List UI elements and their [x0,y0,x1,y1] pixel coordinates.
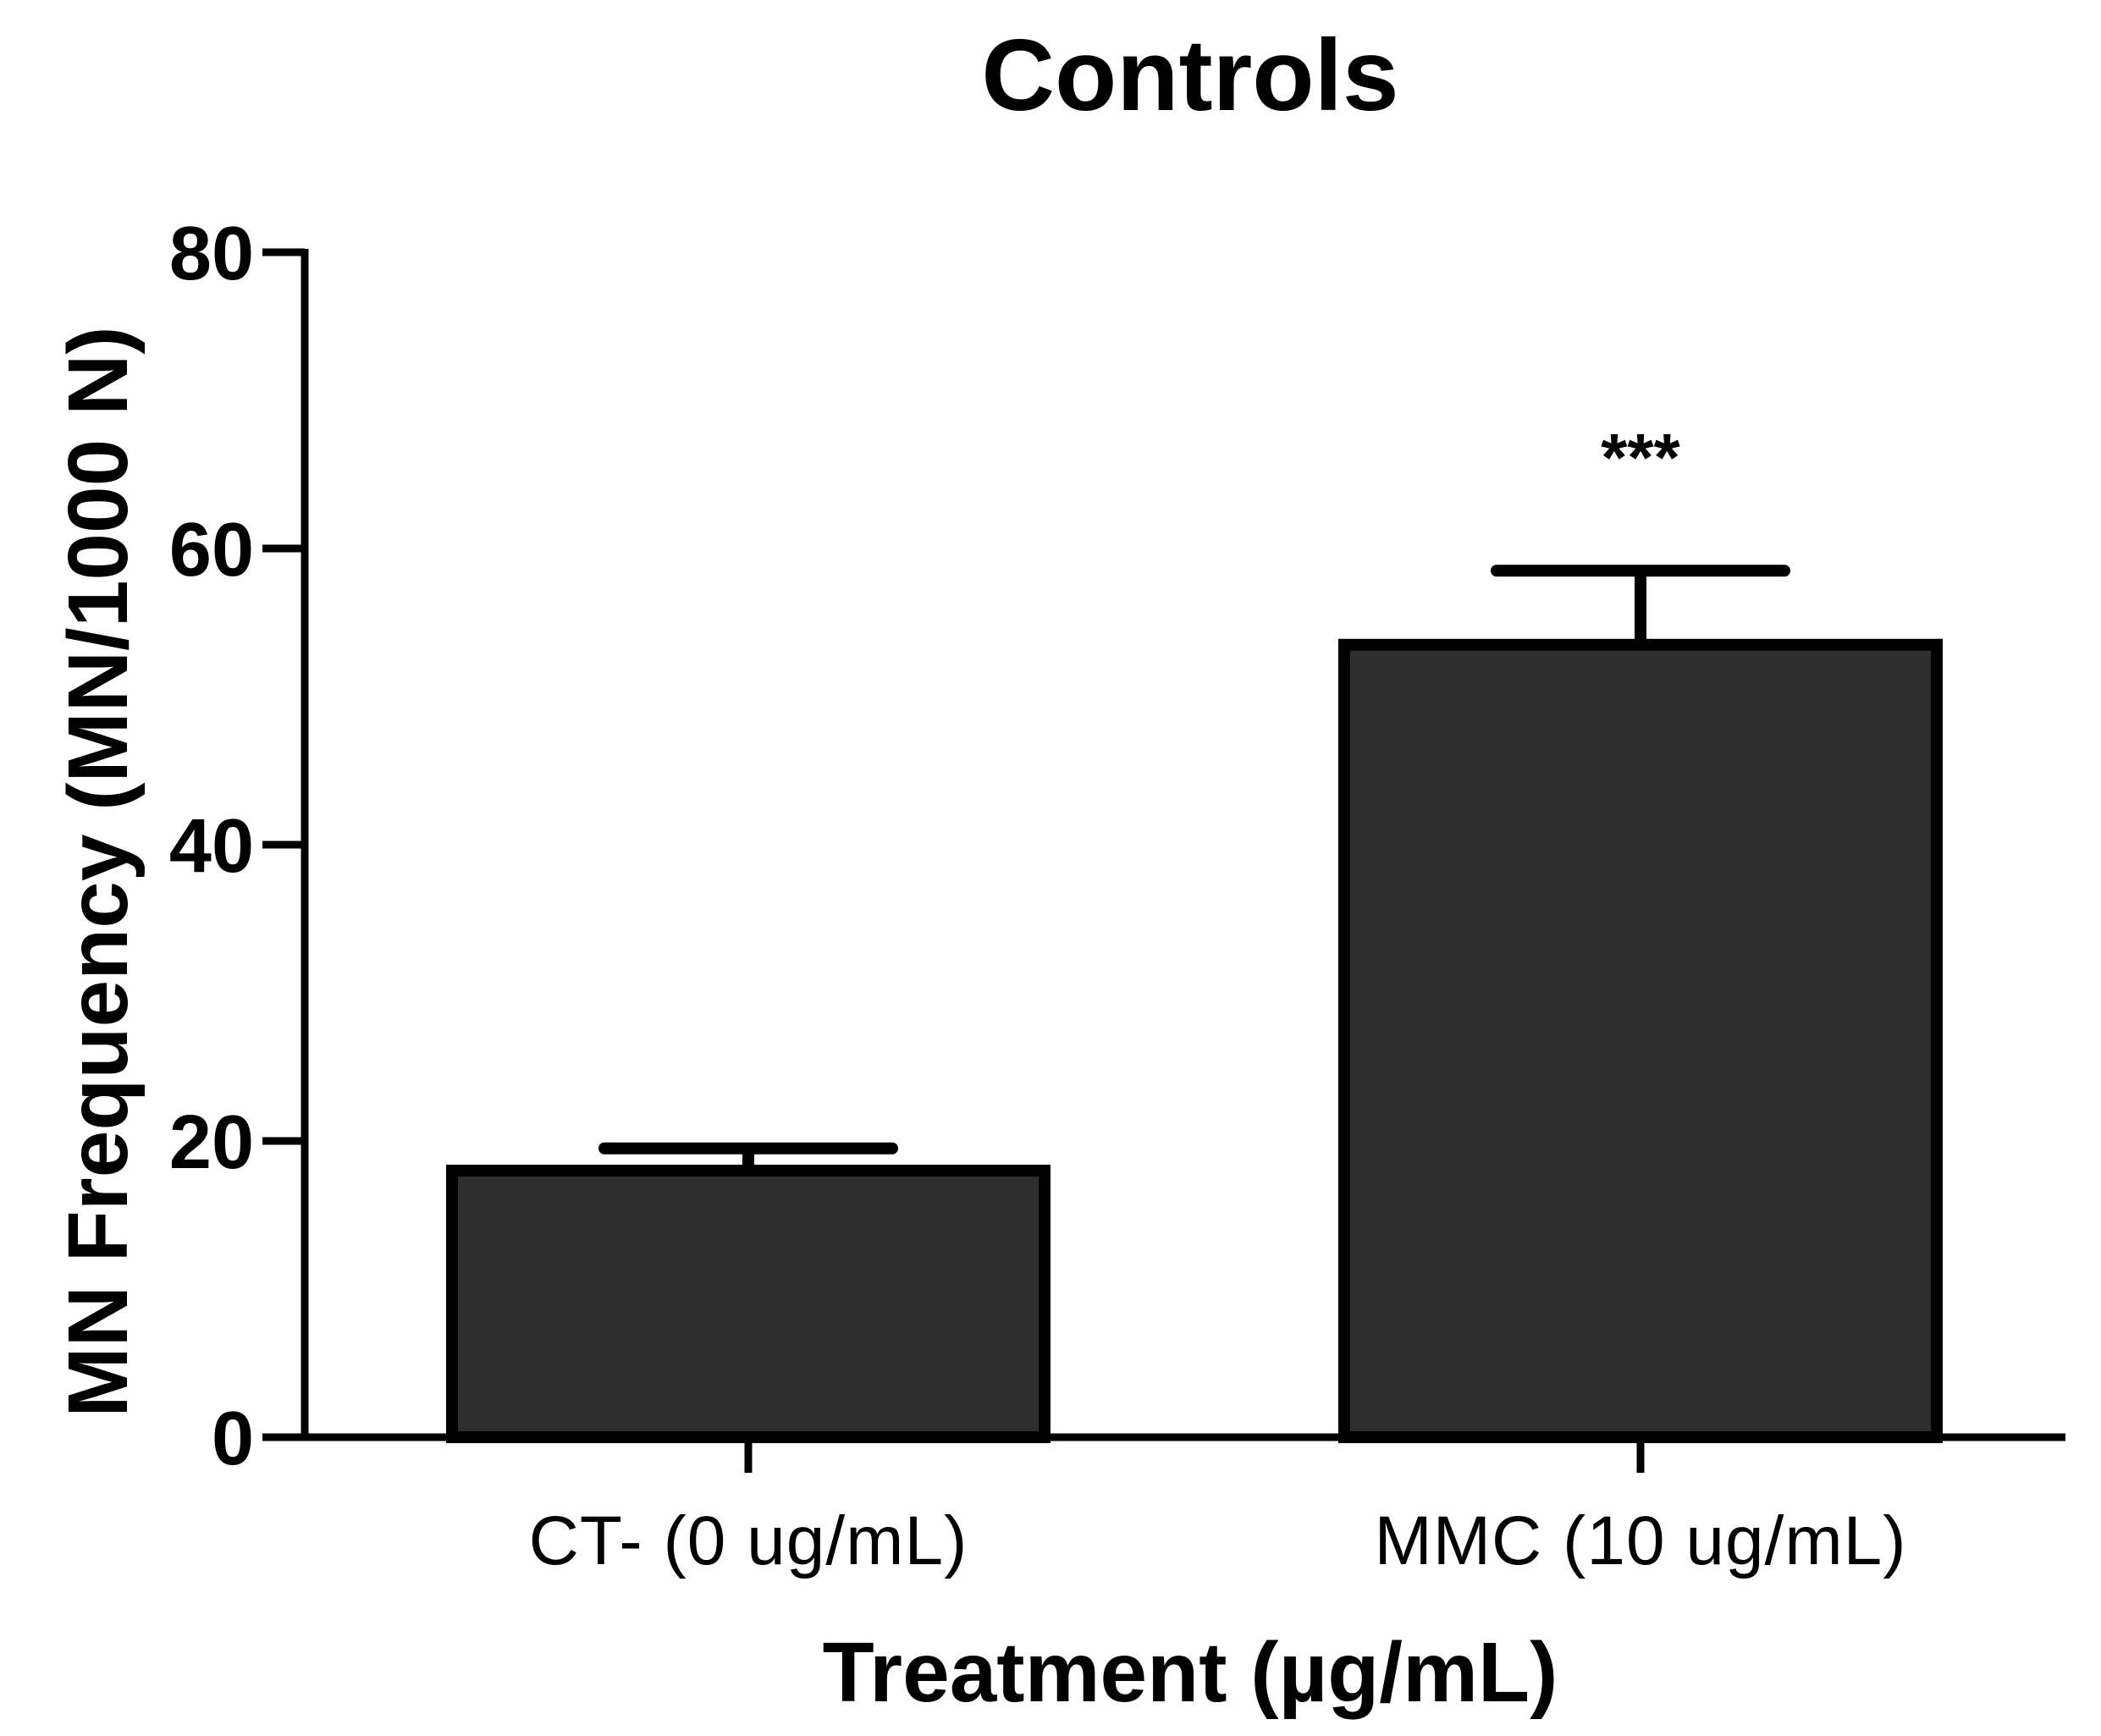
bar-1 [1338,638,1943,1443]
y-axis-title-group: MN Frequency (MN/1000 N) [51,326,146,1417]
chart-title: Controls [981,19,1398,132]
plot-area: *** 0 20 40 60 80 CT- (0 ug/mL) MMC (10 ug/mL) [169,212,2065,1579]
y-tick-label-2: 40 [169,804,254,889]
x-tick-label-1: MMC (10 ug/mL) [1374,1502,1906,1579]
bar-0 [446,1165,1050,1443]
significance-label-1: *** [1601,420,1680,495]
y-tick-label-0: 0 [212,1397,254,1481]
y-axis-title: MN Frequency (MN/1000 N) [51,326,146,1417]
x-tick-label-0: CT- (0 ug/mL) [529,1502,968,1579]
y-tick-label-4: 80 [169,212,254,296]
y-tick-label-3: 60 [169,508,254,592]
x-axis-title: Treatment (µg/mL) [823,1625,1558,1720]
y-tick-label-1: 20 [169,1100,254,1185]
